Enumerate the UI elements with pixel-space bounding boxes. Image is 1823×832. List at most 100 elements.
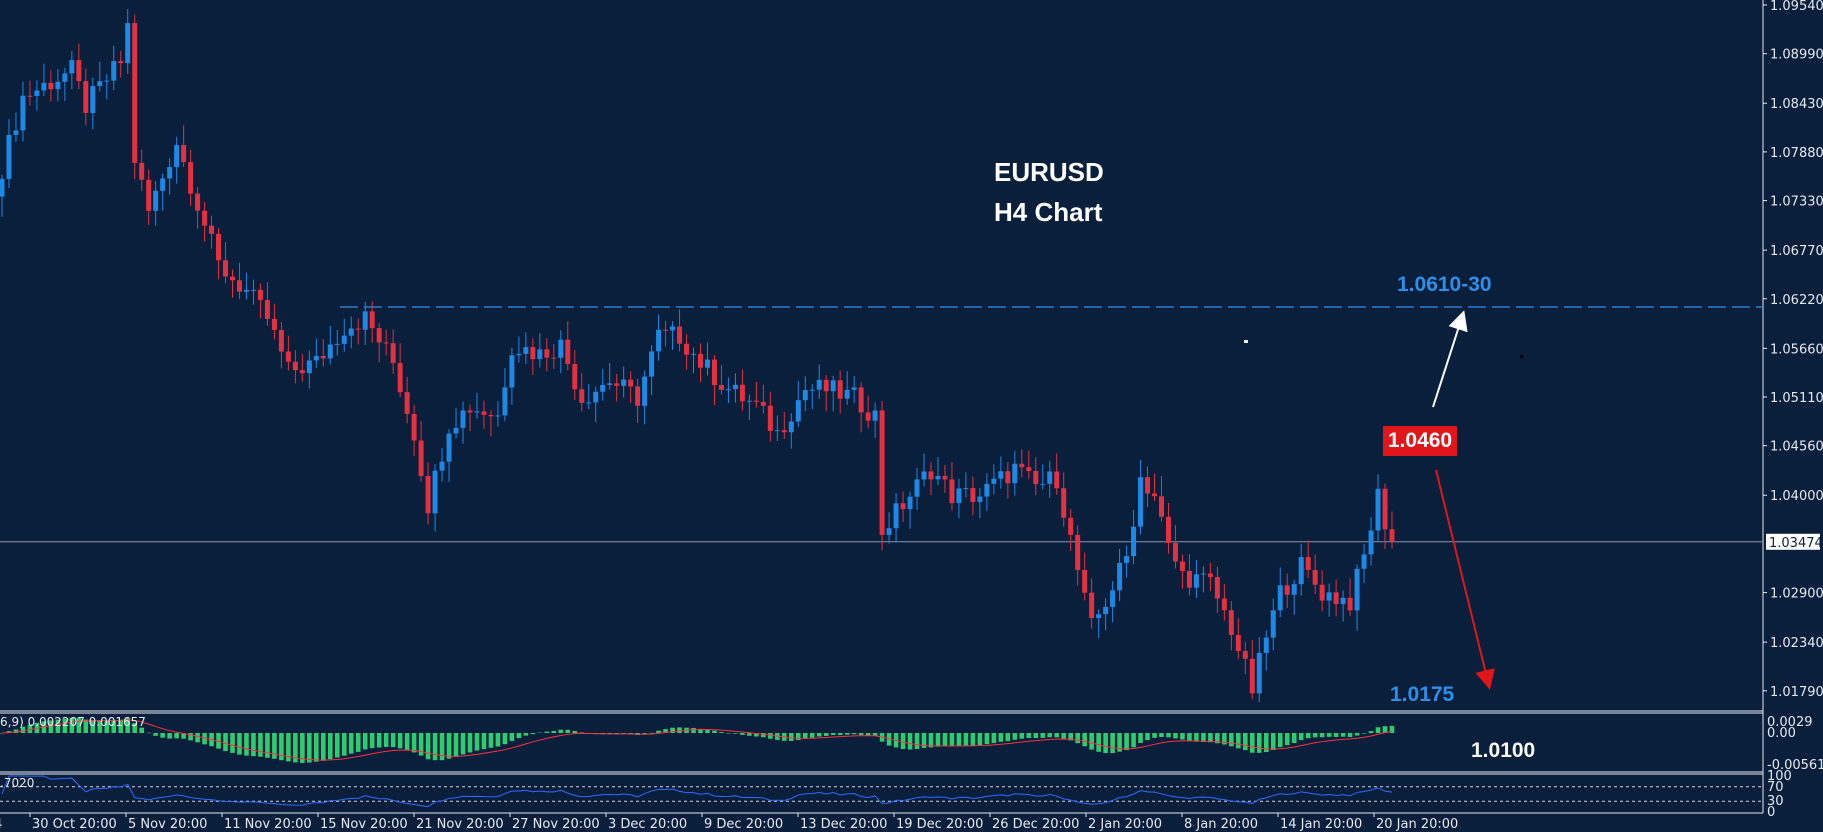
- time-tick-label: 8 Jan 20:00: [1184, 817, 1258, 832]
- bearish-candle: [1382, 488, 1388, 530]
- bullish-candle: [348, 328, 354, 336]
- macd-bar: [502, 733, 508, 745]
- macd-bar: [726, 733, 731, 734]
- macd-bar: [321, 733, 326, 761]
- bearish-candle: [397, 363, 403, 393]
- macd-bar: [467, 733, 473, 753]
- macd-bar: [265, 733, 270, 758]
- macd-bar: [907, 733, 913, 750]
- macd-bar: [1026, 733, 1032, 739]
- bearish-candle: [278, 330, 284, 352]
- macd-bar: [160, 733, 165, 738]
- macd-bar: [809, 733, 815, 738]
- bearish-candle: [1158, 496, 1164, 517]
- macd-bar: [460, 733, 466, 755]
- macd-bar: [823, 733, 829, 736]
- bullish-candle: [1110, 590, 1116, 607]
- price-tick-label: 1.04560: [1770, 440, 1823, 455]
- macd-bar: [1131, 733, 1136, 748]
- macd-bar: [509, 733, 515, 741]
- macd-bar: [691, 727, 696, 733]
- macd-bar: [258, 733, 263, 757]
- macd-bar: [334, 733, 340, 758]
- bullish-candle: [167, 167, 173, 179]
- bearish-candle: [202, 210, 208, 226]
- macd-bar: [1326, 733, 1332, 737]
- bullish-candle: [872, 410, 878, 421]
- macd-bar: [1005, 733, 1011, 742]
- macd-bar: [195, 733, 200, 743]
- time-tick-label: 5 Nov 20:00: [128, 817, 207, 832]
- bullish-candle: [1124, 556, 1130, 563]
- macd-bar: [1263, 733, 1269, 753]
- macd-bar: [341, 733, 347, 756]
- macd-bar: [181, 733, 186, 739]
- bullish-candle: [1117, 562, 1123, 591]
- macd-bar: [558, 729, 564, 733]
- bullish-candle: [704, 359, 710, 368]
- bearish-candle: [299, 370, 305, 374]
- bullish-candle: [1375, 488, 1381, 531]
- time-tick-label: 21 Nov 20:00: [416, 817, 504, 832]
- resistance-label: 1.0610-30: [1397, 273, 1492, 296]
- macd-bar: [991, 733, 997, 744]
- bullish-candle: [1103, 606, 1109, 615]
- bullish-candle: [851, 387, 857, 390]
- bullish-candle: [20, 95, 26, 131]
- macd-bar: [1159, 733, 1164, 737]
- macd-bar: [6, 731, 12, 733]
- macd-bar: [251, 733, 256, 757]
- bearish-candle: [551, 357, 557, 359]
- macd-bar: [1243, 733, 1248, 751]
- macd-bar: [1256, 733, 1262, 753]
- bearish-candle: [767, 405, 773, 431]
- time-tick-label: 4: [0, 817, 2, 832]
- bullish-candle: [1096, 614, 1102, 619]
- macd-bar: [935, 733, 941, 747]
- macd-bar: [788, 733, 794, 741]
- bearish-candle: [292, 361, 298, 371]
- bullish-candle: [788, 421, 794, 433]
- bullish-candle: [153, 190, 159, 211]
- chart-title-timeframe: H4 Chart: [994, 197, 1103, 227]
- bullish-candle: [558, 339, 564, 358]
- bearish-candle: [614, 383, 620, 386]
- macd-bar: [844, 733, 850, 735]
- macd-bar: [851, 733, 857, 735]
- macd-bar: [998, 733, 1004, 742]
- bullish-candle: [691, 353, 697, 355]
- bearish-candle: [425, 475, 431, 514]
- bearish-candle: [404, 392, 410, 414]
- bullish-candle: [334, 343, 340, 345]
- macd-bar: [795, 733, 801, 741]
- macd-bar: [488, 733, 494, 748]
- macd-bar: [146, 732, 151, 734]
- macd-bar: [376, 733, 382, 748]
- macd-bar: [516, 733, 522, 739]
- bullish-candle: [55, 81, 61, 90]
- macd-bar: [55, 719, 61, 733]
- macd-bar: [865, 733, 871, 736]
- bearish-candle: [739, 384, 745, 402]
- bearish-candle: [1312, 569, 1318, 585]
- bearish-candle: [216, 233, 222, 261]
- bullish-candle: [1340, 597, 1346, 605]
- time-tick-label: 14 Jan 20:00: [1280, 817, 1362, 832]
- macd-bar: [1382, 726, 1388, 733]
- bullish-candle: [816, 379, 822, 390]
- bullish-candle: [984, 483, 990, 497]
- bearish-candle: [1089, 592, 1095, 619]
- macd-bar: [872, 733, 878, 737]
- price-tick-label: 1.04000: [1770, 489, 1823, 504]
- macd-bar: [1229, 733, 1234, 747]
- bearish-candle: [684, 343, 690, 355]
- bearish-candle: [1082, 569, 1088, 593]
- bullish-candle: [956, 488, 962, 504]
- bearish-candle: [369, 311, 375, 329]
- price-tick-label: 1.07330: [1770, 195, 1823, 210]
- bearish-candle: [188, 162, 194, 194]
- bullish-candle: [1270, 610, 1276, 638]
- bullish-candle: [907, 496, 913, 510]
- macd-tick-label: 0.00: [1767, 726, 1796, 741]
